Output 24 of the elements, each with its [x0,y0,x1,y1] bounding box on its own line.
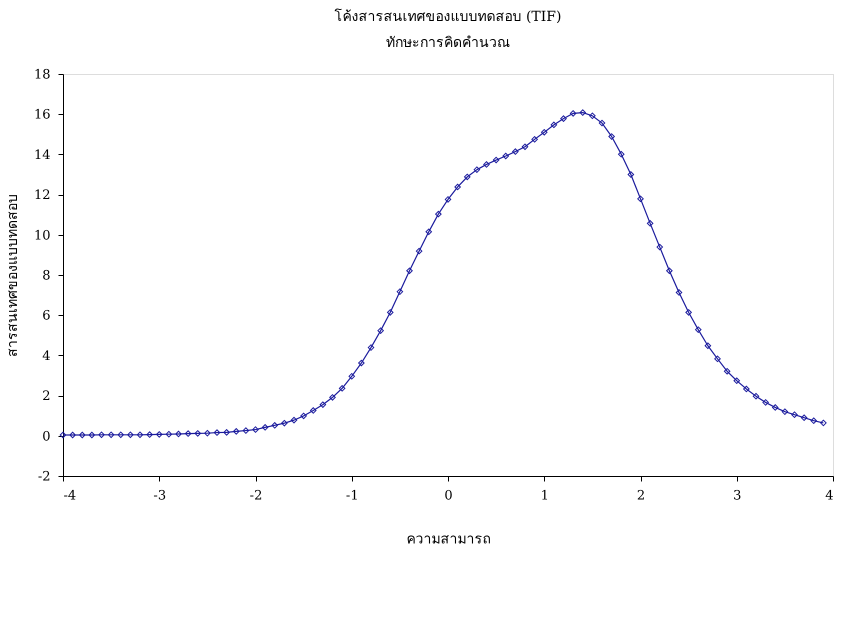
y-tick-label: 2 [42,389,50,404]
y-tick-label: 6 [42,308,50,324]
chart-subtitle: ทักษะการคิดคำนวณ [386,35,510,51]
y-tick-label: 12 [34,188,50,204]
y-tick-label: 14 [34,148,50,163]
y-tick-label: 8 [42,268,50,284]
x-tick-label: 3 [733,488,742,504]
x-tick-label: -2 [250,488,262,504]
y-axis-title: สารสนเทศของแบบทดสอบ [4,194,21,357]
x-tick-label: -3 [153,488,166,504]
chart-title: โค้งสารสนเทศของแบบทดสอบ (TIF) [334,8,562,25]
x-tick-label: 4 [825,488,834,504]
y-tick-label: -2 [38,470,50,484]
x-tick-label: 1 [540,488,549,504]
y-tick-label: 0 [42,429,50,444]
x-tick-label: 0 [444,488,453,504]
x-tick-label: -1 [346,488,359,504]
x-tick-label: -4 [64,488,76,504]
y-tick-label: 10 [34,228,50,244]
y-tick-label: 4 [42,348,50,364]
x-tick-label: 2 [636,488,646,504]
y-tick-label: 18 [34,68,50,82]
x-axis-title: ความสามารถ [406,532,490,548]
y-tick-label: 16 [34,108,50,123]
